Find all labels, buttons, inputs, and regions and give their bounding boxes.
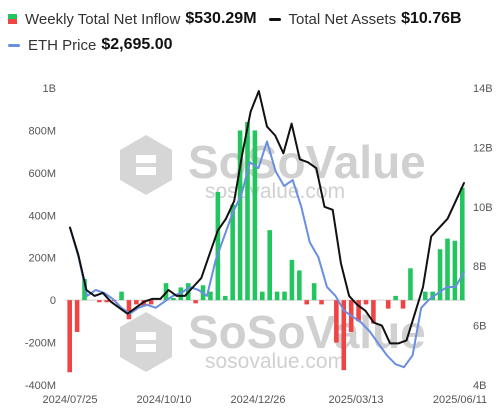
inflow-bar: [252, 130, 258, 301]
watermark-brand: SoSoValue: [188, 306, 426, 358]
x-tick-label: 2025/03/13: [328, 394, 383, 406]
inflow-bar: [134, 300, 139, 305]
inflow-bar: [334, 300, 339, 343]
inflow-bar: [437, 249, 443, 301]
right-tick-label: 8B: [473, 261, 486, 273]
inflow-bar: [141, 300, 147, 307]
x-tick-label: 2024/10/10: [136, 394, 191, 406]
chart-legend: Weekly Total Net Inflow $530.29M Total N…: [8, 6, 498, 58]
inflow-bar: [208, 291, 213, 301]
legend-assets[interactable]: Total Net Assets $10.76B: [268, 10, 462, 28]
inflow-bar: [311, 283, 317, 301]
price-line-icon: [8, 43, 20, 47]
left-tick-label: 0: [50, 295, 56, 307]
right-axis: 4B 6B 8B 10B 12B 14B: [473, 83, 493, 392]
left-tick-label: 800M: [28, 125, 56, 137]
right-tick-label: 12B: [473, 142, 493, 154]
inflow-bar: [356, 300, 361, 322]
inflow-bar: [304, 300, 310, 305]
inflow-bar: [82, 278, 87, 301]
sosovalue-watermark: SoSoValue sosovalue.com SoSoValue sosova…: [120, 135, 426, 373]
legend-price[interactable]: ETH Price $2,695.00: [8, 36, 173, 54]
legend-inflow[interactable]: Weekly Total Net Inflow $530.29M: [8, 10, 257, 28]
right-tick-label: 14B: [473, 83, 493, 95]
legend-inflow-value: $530.29M: [185, 10, 257, 27]
inflow-bar: [97, 300, 102, 303]
inflow-bar: [422, 291, 428, 301]
inflow-bar: [274, 291, 280, 301]
left-axis: -400M -200M 0 200M 400M 600M 800M 1B: [25, 83, 56, 392]
inflow-bar: [245, 121, 250, 301]
inflow-bar: [289, 259, 295, 301]
inflow-bar: [371, 300, 376, 324]
inflow-bar: [400, 300, 406, 309]
left-tick-label: 400M: [28, 210, 56, 222]
inflow-bar: [237, 130, 243, 301]
inflow-bar: [393, 295, 398, 301]
inflow-bar: [104, 300, 110, 303]
legend-row-1: Weekly Total Net Inflow $530.29M Total N…: [8, 6, 498, 32]
inflow-bar: [452, 240, 458, 301]
right-tick-label: 10B: [473, 202, 493, 214]
inflow-bar: [230, 204, 235, 301]
right-tick-label: 6B: [473, 321, 486, 333]
total-net-assets-line: [69, 90, 465, 345]
inflow-bar: [297, 270, 302, 301]
inflow-bar: [460, 187, 465, 301]
legend-assets-label: Total Net Assets: [288, 10, 397, 28]
line-series: [69, 90, 465, 369]
inflow-bar: [193, 300, 198, 304]
inflow-bar: [282, 291, 287, 301]
inflow-bar: [119, 291, 124, 301]
inflow-bar: [408, 268, 413, 301]
inflow-bar: [267, 230, 272, 301]
inflow-bar: [67, 300, 72, 373]
right-tick-label: 4B: [473, 380, 486, 392]
inflow-bar: [319, 300, 324, 305]
inflow-bar: [385, 300, 391, 309]
x-tick-label: 2024/12/26: [230, 394, 285, 406]
inflow-bar: [445, 238, 450, 301]
watermark-url: sosovalue.com: [205, 180, 345, 203]
left-tick-label: 1B: [43, 83, 56, 95]
inflow-bar: [222, 295, 228, 301]
legend-price-value: $2,695.00: [101, 36, 173, 53]
inflow-bar: [215, 191, 221, 301]
x-axis: 2024/07/25 2024/10/10 2024/12/26 2025/03/13…: [42, 394, 487, 406]
legend-inflow-label: Weekly Total Net Inflow: [25, 10, 181, 28]
watermark-url: sosovalue.com: [205, 350, 345, 373]
inflow-bar: [363, 300, 369, 305]
legend-assets-value: $10.76B: [401, 10, 462, 27]
inflow-bar: [341, 300, 347, 371]
inflow-bar: [74, 300, 80, 332]
sosovalue-logo-icon: [120, 312, 172, 372]
x-tick-label: 2025/06/11: [433, 394, 487, 406]
inflow-bar: [171, 298, 176, 301]
left-tick-label: 600M: [28, 168, 56, 180]
inflow-bar: [260, 291, 265, 301]
eth-price-line: [69, 140, 465, 369]
left-tick-label: -400M: [25, 380, 56, 392]
left-tick-label: -200M: [25, 338, 56, 350]
assets-line-icon: [268, 17, 281, 21]
x-tick-label: 2024/07/25: [42, 394, 97, 406]
legend-row-2: ETH Price $2,695.00: [8, 32, 498, 58]
inflow-bar: [126, 300, 132, 320]
inflow-bar: [148, 300, 154, 305]
sosovalue-logo-icon: [120, 135, 172, 195]
legend-price-label: ETH Price: [28, 36, 97, 54]
left-tick-label: 200M: [28, 253, 56, 265]
inflow-bar-icon: [8, 14, 17, 24]
